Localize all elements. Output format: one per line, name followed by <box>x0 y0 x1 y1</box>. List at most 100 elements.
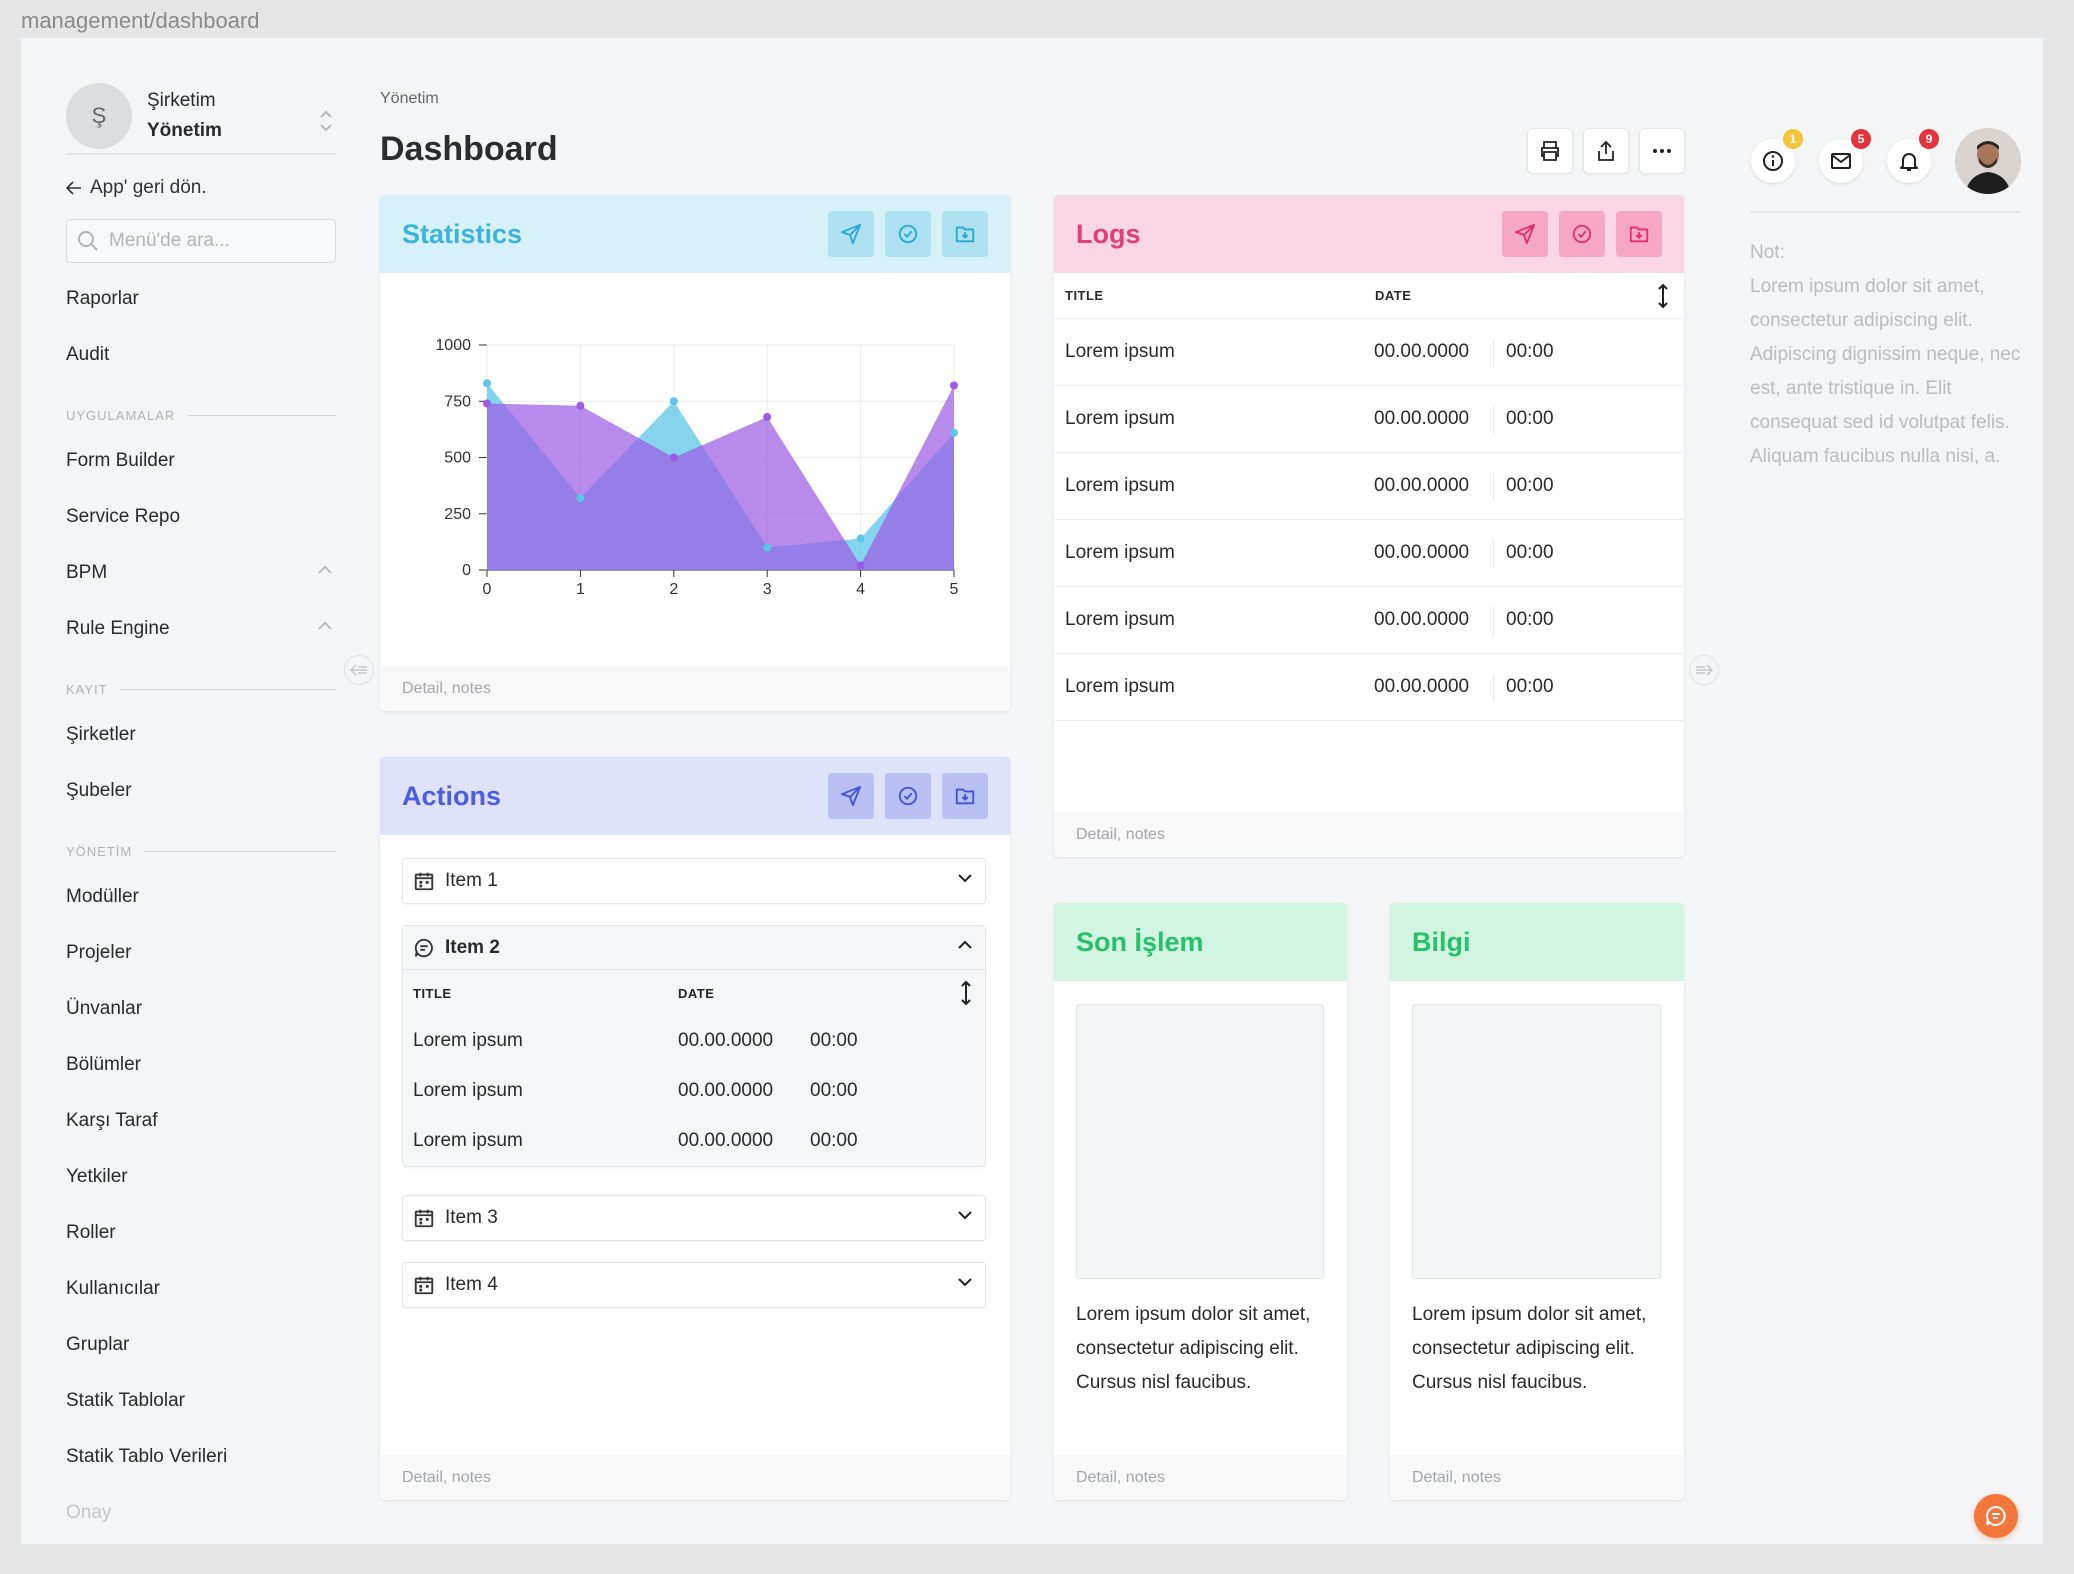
logs-title: Logs <box>1076 218 1141 249</box>
collapse-sidebar-button[interactable] <box>344 655 374 685</box>
son-islem-card: Son İşlem Lorem ipsum dolor sit amet, co… <box>1054 903 1347 1500</box>
table-row[interactable]: Lorem ipsum 00.00.0000 00:00 <box>403 1066 985 1116</box>
send-button[interactable] <box>828 773 874 819</box>
column-title: TITLE <box>413 985 452 1001</box>
chevron-down-icon <box>958 1211 972 1220</box>
table-row[interactable]: Lorem ipsum 00.00.0000 00:00 <box>403 1016 985 1066</box>
table-row[interactable]: Lorem ipsum 00.00.0000 00:00 <box>1054 654 1684 721</box>
collapse-right-panel-button[interactable] <box>1689 655 1719 685</box>
sidebar-item-service-repo[interactable]: Service Repo <box>66 506 181 527</box>
sidebar-item-rule-engine[interactable]: Rule Engine <box>66 601 336 657</box>
back-to-app-link[interactable]: App' geri dön. <box>66 177 336 199</box>
image-placeholder <box>1076 1004 1324 1279</box>
arrow-left-icon <box>66 181 81 195</box>
cell-title: Lorem ipsum <box>413 1080 523 1101</box>
save-to-folder-button[interactable] <box>1616 211 1662 257</box>
sidebar-item-gruplar[interactable]: Gruplar <box>66 1334 130 1355</box>
sidebar-item-bpm[interactable]: BPM <box>66 545 336 601</box>
sidebar-item-yetkiler[interactable]: Yetkiler <box>66 1166 128 1187</box>
accordion-header[interactable]: Item 4 <box>403 1263 985 1307</box>
cell-time: 00:00 <box>1506 475 1554 496</box>
more-button[interactable] <box>1639 128 1685 174</box>
sidebar-item-statik-tablolar[interactable]: Statik Tablolar <box>66 1390 185 1411</box>
logs-footer: Detail, notes <box>1054 812 1684 857</box>
table-row[interactable]: Lorem ipsum 00.00.0000 00:00 <box>1054 587 1684 654</box>
chevron-up-icon[interactable] <box>318 621 332 631</box>
chat-icon <box>1986 1505 2006 1526</box>
cell-time: 00:00 <box>1506 341 1554 362</box>
cell-title: Lorem ipsum <box>1065 475 1175 496</box>
accordion-header[interactable]: Item 3 <box>403 1196 985 1240</box>
table-row[interactable]: Lorem ipsum 00.00.0000 00:00 <box>1054 520 1684 587</box>
save-to-folder-button[interactable] <box>942 773 988 819</box>
sidebar-item-statik-tablo-verileri[interactable]: Statik Tablo Verileri <box>66 1446 228 1467</box>
bilgi-text: Lorem ipsum dolor sit amet, consectetur … <box>1412 1304 1647 1393</box>
cell-date: 00.00.0000 <box>1374 408 1470 429</box>
mail-button[interactable]: 5 <box>1819 129 1871 183</box>
breadcrumb[interactable]: Yönetim <box>380 90 439 107</box>
accordion-header[interactable]: Item 1 <box>403 859 985 903</box>
data-point <box>576 494 585 502</box>
approve-button[interactable] <box>1559 211 1605 257</box>
company-name: Şirketim <box>147 90 216 111</box>
sidebar-item-onay[interactable]: Onay <box>66 1502 112 1523</box>
accordion-item-2[interactable]: Item 2 TITLE DATE Lorem ipsum 00.00.0000… <box>402 925 986 1167</box>
sidebar-item-projeler[interactable]: Projeler <box>66 942 132 963</box>
send-button[interactable] <box>1502 211 1548 257</box>
accordion-header[interactable]: Item 2 <box>403 926 985 970</box>
column-date: DATE <box>678 985 715 1001</box>
cell-date: 00.00.0000 <box>1374 475 1470 496</box>
chat-fab-button[interactable] <box>1974 1494 2018 1538</box>
menu-search-input[interactable] <box>109 230 309 252</box>
image-placeholder <box>1412 1004 1661 1279</box>
chevron-up-icon <box>958 940 972 949</box>
chevron-down-icon <box>958 874 972 883</box>
send-button[interactable] <box>828 211 874 257</box>
save-to-folder-button[interactable] <box>942 211 988 257</box>
data-point <box>483 399 491 408</box>
accordion-label: Item 1 <box>445 870 498 891</box>
notifications-button[interactable]: 9 <box>1887 129 1939 183</box>
sidebar-item-sirketler[interactable]: Şirketler <box>66 724 136 745</box>
search-icon <box>78 231 98 251</box>
accordion-item-3[interactable]: Item 3 <box>402 1195 986 1241</box>
share-button[interactable] <box>1583 128 1629 174</box>
approve-button[interactable] <box>885 211 931 257</box>
approve-button[interactable] <box>885 773 931 819</box>
sidebar-item-moduller[interactable]: Modüller <box>66 886 139 907</box>
chevron-up-icon[interactable] <box>318 565 332 575</box>
chevron-updown-icon[interactable] <box>318 107 334 135</box>
sidebar-item-audit[interactable]: Audit <box>66 344 110 365</box>
sidebar-item-kullanicilar[interactable]: Kullanıcılar <box>66 1278 160 1299</box>
sidebar-item-subeler[interactable]: Şubeler <box>66 780 132 801</box>
sidebar-item-roller[interactable]: Roller <box>66 1222 116 1243</box>
menu-search[interactable] <box>66 219 336 263</box>
table-row[interactable]: Lorem ipsum 00.00.0000 00:00 <box>1054 319 1684 386</box>
sort-icon[interactable] <box>961 980 971 1006</box>
table-row[interactable]: Lorem ipsum 00.00.0000 00:00 <box>1054 453 1684 520</box>
info-button[interactable]: 1 <box>1751 129 1803 183</box>
logs-table-header: TITLE DATE <box>1054 273 1684 319</box>
accordion-item-4[interactable]: Item 4 <box>402 1262 986 1308</box>
sidebar-item-form-builder[interactable]: Form Builder <box>66 450 175 471</box>
table-row[interactable]: Lorem ipsum 00.00.0000 00:00 <box>1054 386 1684 453</box>
sidebar-item-karsi-taraf[interactable]: Karşı Taraf <box>66 1110 158 1131</box>
bell-icon <box>1900 153 1918 171</box>
folder-download-icon <box>1629 226 1649 243</box>
sidebar-item-bolumler[interactable]: Bölümler <box>66 1054 141 1075</box>
check-circle-icon <box>1572 224 1592 244</box>
table-row[interactable]: Lorem ipsum 00.00.0000 00:00 <box>403 1116 985 1166</box>
company-switcher[interactable]: Ş Şirketim Yönetim <box>66 83 336 155</box>
check-circle-icon <box>898 224 918 244</box>
sidebar-item-label: BPM <box>66 562 108 583</box>
cell-title: Lorem ipsum <box>413 1030 523 1051</box>
accordion-item-1[interactable]: Item 1 <box>402 858 986 904</box>
sidebar-item-raporlar[interactable]: Raporlar <box>66 288 139 309</box>
sidebar-item-unvanlar[interactable]: Ünvanlar <box>66 998 143 1019</box>
statistics-chart: 0 250 500 750 1000 0 1 2 3 4 5 <box>435 337 958 598</box>
bilgi-footer: Detail, notes <box>1390 1455 1684 1500</box>
chevron-down-icon <box>958 1278 972 1287</box>
sort-icon[interactable] <box>1658 283 1668 309</box>
user-avatar[interactable] <box>1955 128 2021 194</box>
print-button[interactable] <box>1527 128 1573 174</box>
